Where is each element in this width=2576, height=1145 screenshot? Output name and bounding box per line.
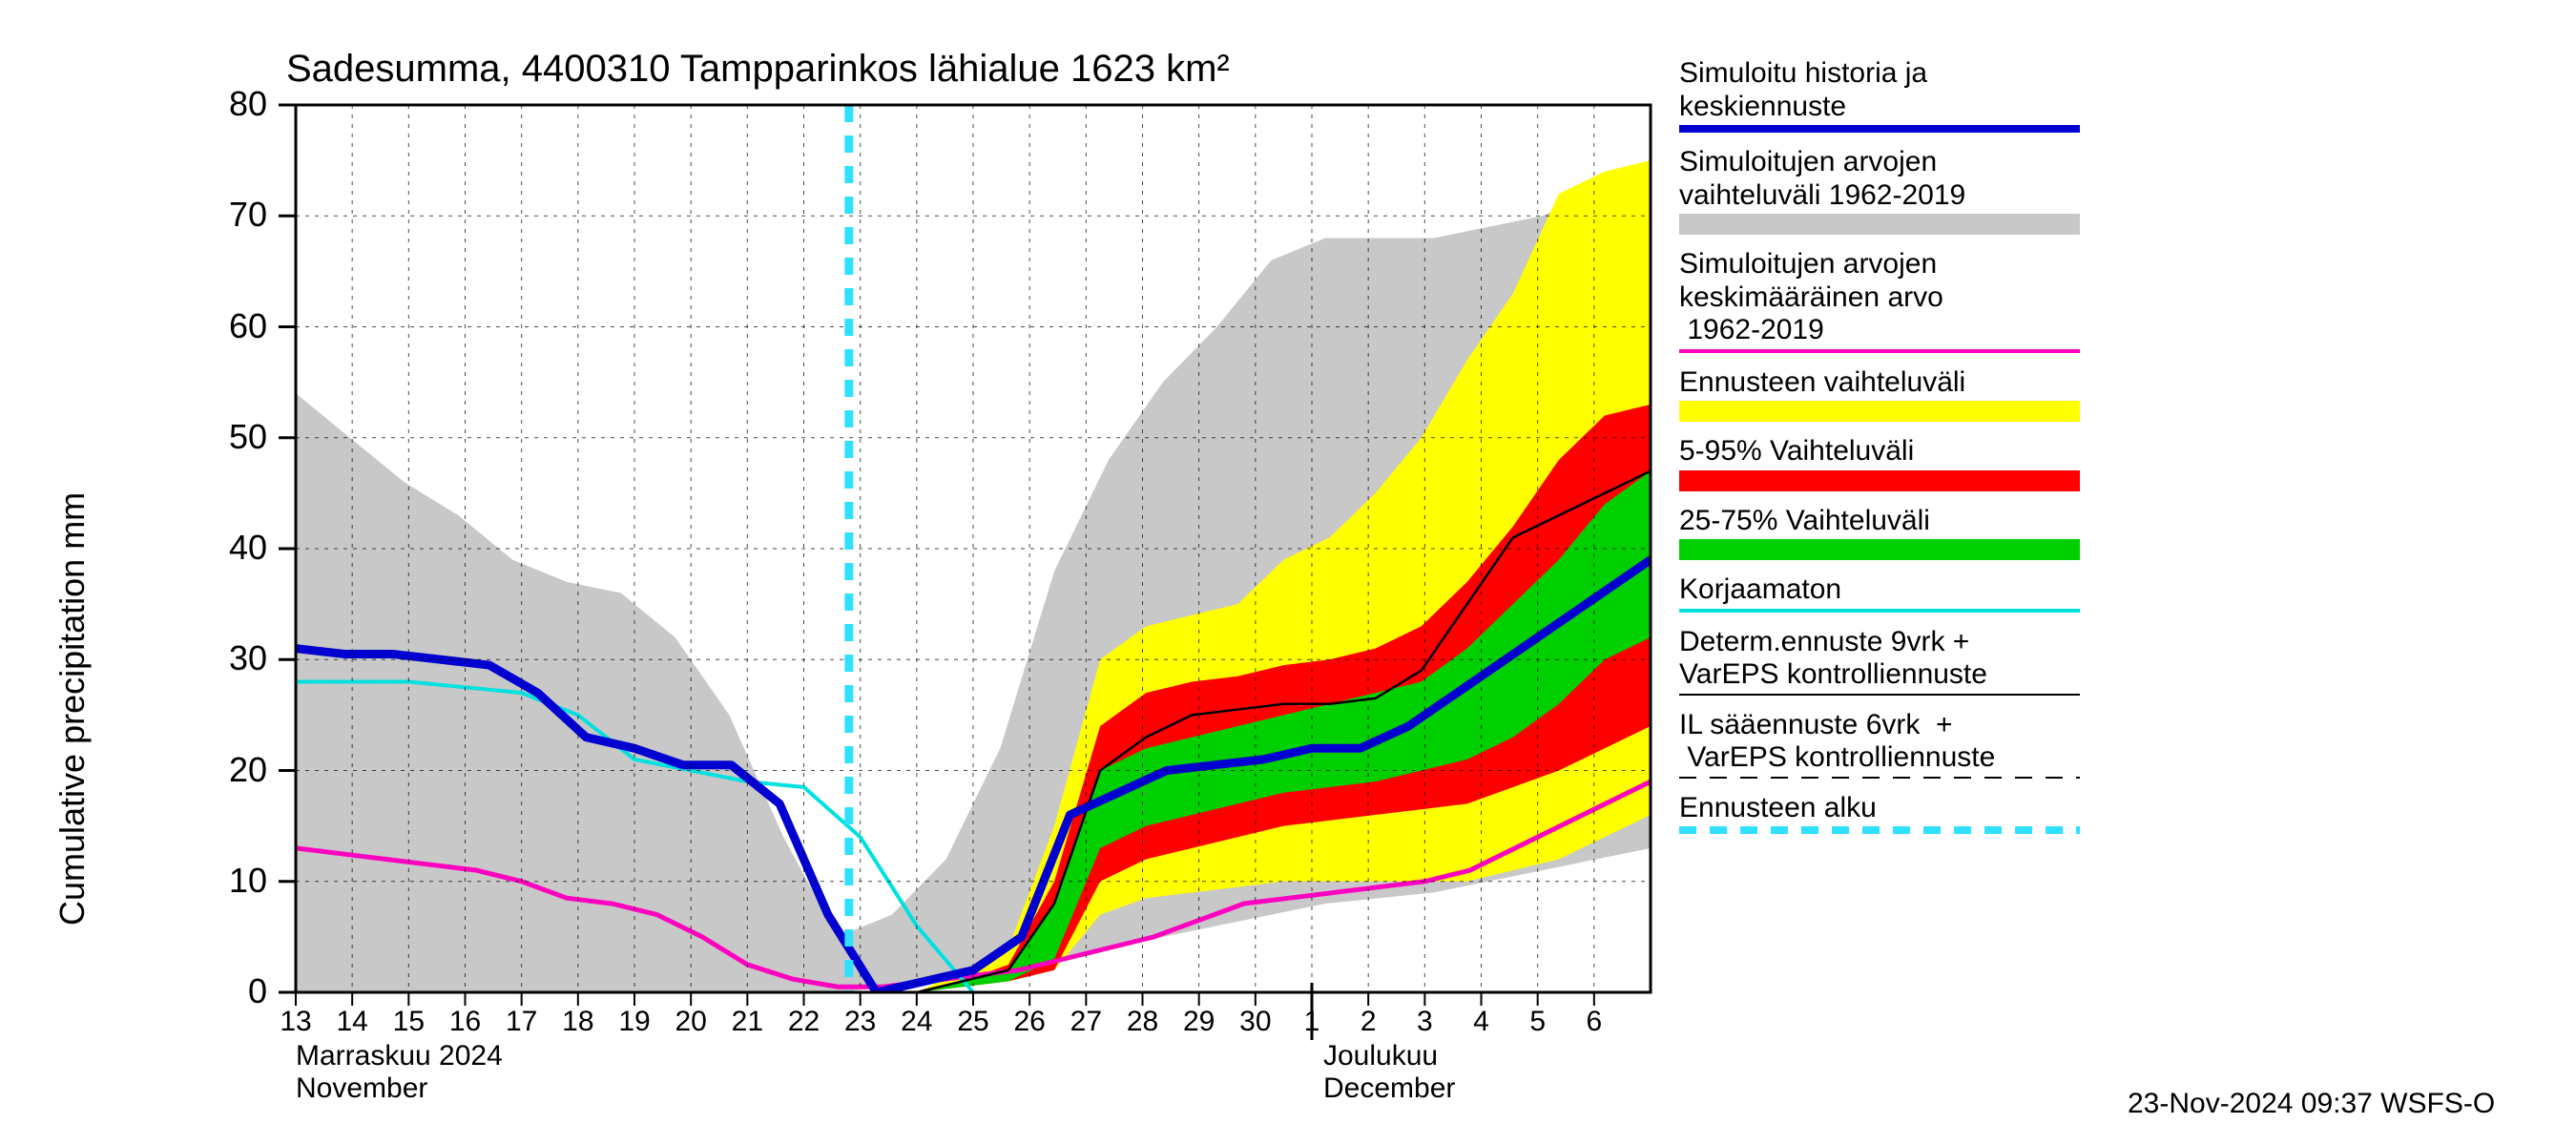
x-tick: 17: [506, 1006, 537, 1038]
month-label-nov: Marraskuu 2024 November: [296, 1040, 503, 1105]
legend-entry: Simuloitujen arvojen keskimääräinen arvo…: [1679, 248, 2080, 353]
y-tick: 0: [210, 971, 267, 1011]
x-tick: 26: [1013, 1006, 1045, 1038]
x-tick: 15: [393, 1006, 425, 1038]
x-tick: 23: [844, 1006, 876, 1038]
legend-swatch: [1679, 609, 2080, 613]
x-tick: 28: [1127, 1006, 1158, 1038]
timestamp: 23-Nov-2024 09:37 WSFS-O: [2128, 1088, 2495, 1120]
y-tick: 10: [210, 861, 267, 901]
x-tick: 21: [732, 1006, 763, 1038]
x-tick: 2: [1361, 1006, 1377, 1038]
legend-entry: Ennusteen alku: [1679, 792, 2080, 835]
legend-label: IL sääennuste 6vrk + VarEPS kontrollienn…: [1679, 709, 2080, 775]
x-tick: 6: [1586, 1006, 1602, 1038]
legend-swatch: [1679, 401, 2080, 422]
x-tick: 14: [336, 1006, 367, 1038]
y-tick: 20: [210, 750, 267, 790]
legend-swatch: [1679, 694, 2080, 696]
legend-entry: Determ.ennuste 9vrk + VarEPS kontrollien…: [1679, 626, 2080, 696]
x-tick: 3: [1417, 1006, 1433, 1038]
legend: Simuloitu historia ja keskiennuste Simulo…: [1679, 57, 2080, 847]
legend-entry: Simuloitu historia ja keskiennuste: [1679, 57, 2080, 133]
x-tick: 22: [788, 1006, 820, 1038]
chart-container: Sadesumma, 4400310 Tampparinkos lähialue…: [0, 0, 2576, 1145]
legend-entry: Simuloitujen arvojen vaihteluväli 1962-2…: [1679, 146, 2080, 235]
legend-swatch: [1679, 777, 2080, 779]
legend-label: Simuloitujen arvojen vaihteluväli 1962-2…: [1679, 146, 2080, 212]
legend-swatch: [1679, 214, 2080, 235]
x-tick: 18: [562, 1006, 593, 1038]
y-tick: 80: [210, 84, 267, 124]
y-tick: 40: [210, 528, 267, 568]
legend-swatch: [1679, 826, 2080, 834]
x-tick: 24: [901, 1006, 932, 1038]
legend-label: Simuloitujen arvojen keskimääräinen arvo…: [1679, 248, 2080, 347]
x-tick: 30: [1239, 1006, 1271, 1038]
x-tick: 16: [449, 1006, 481, 1038]
x-tick: 27: [1070, 1006, 1102, 1038]
x-tick: 19: [618, 1006, 650, 1038]
x-tick: 25: [957, 1006, 988, 1038]
legend-swatch: [1679, 539, 2080, 560]
chart-svg: [0, 0, 2576, 1145]
x-tick: 1: [1304, 1006, 1320, 1038]
x-tick: 20: [675, 1006, 706, 1038]
x-tick: 29: [1183, 1006, 1215, 1038]
legend-swatch: [1679, 349, 2080, 353]
y-tick: 30: [210, 638, 267, 678]
legend-swatch: [1679, 125, 2080, 133]
month-label-dec: Joulukuu December: [1323, 1040, 1455, 1105]
y-tick: 60: [210, 306, 267, 346]
legend-swatch: [1679, 470, 2080, 491]
x-tick: 5: [1529, 1006, 1546, 1038]
legend-entry: IL sääennuste 6vrk + VarEPS kontrollienn…: [1679, 709, 2080, 779]
legend-label: Determ.ennuste 9vrk + VarEPS kontrollien…: [1679, 626, 2080, 692]
y-tick: 70: [210, 195, 267, 235]
legend-entry: 5-95% Vaihteluväli: [1679, 435, 2080, 491]
legend-label: 5-95% Vaihteluväli: [1679, 435, 2080, 468]
legend-label: Ennusteen vaihteluväli: [1679, 366, 2080, 400]
legend-label: 25-75% Vaihteluväli: [1679, 505, 2080, 538]
legend-label: Simuloitu historia ja keskiennuste: [1679, 57, 2080, 123]
legend-label: Ennusteen alku: [1679, 792, 2080, 825]
y-tick: 50: [210, 417, 267, 457]
legend-entry: Ennusteen vaihteluväli: [1679, 366, 2080, 423]
x-tick: 4: [1473, 1006, 1489, 1038]
x-tick: 13: [280, 1006, 311, 1038]
legend-label: Korjaamaton: [1679, 573, 2080, 607]
legend-entry: 25-75% Vaihteluväli: [1679, 505, 2080, 561]
legend-entry: Korjaamaton: [1679, 573, 2080, 613]
